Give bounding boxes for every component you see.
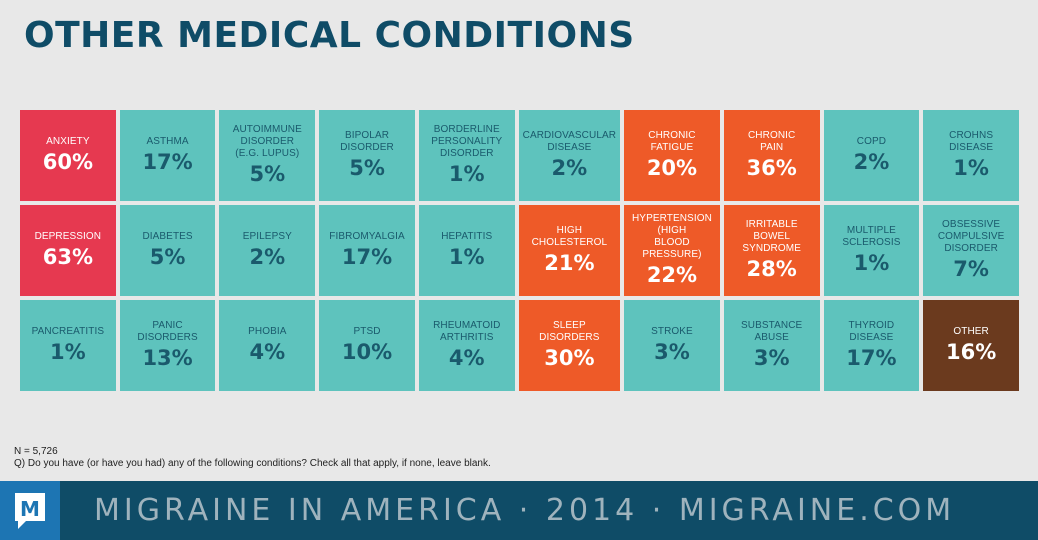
condition-label: OTHER <box>953 326 989 337</box>
condition-cell: HEPATITIS 1% <box>418 205 515 296</box>
condition-label: PTSD <box>353 326 381 337</box>
condition-label: ANXIETY <box>46 136 90 147</box>
condition-cell: PANCREATITIS 1% <box>20 300 116 391</box>
conditions-grid: ANXIETY 60% ASTHMA 17% AUTOIMMUNE DISORDER (… <box>20 110 1019 391</box>
condition-cell: DIABETES 5% <box>119 205 216 296</box>
condition-cell: BORDERLINE PERSONALITY DISORDER 1% <box>418 110 515 201</box>
condition-label: HEPATITIS <box>441 231 493 242</box>
condition-percent: 5% <box>249 162 286 186</box>
condition-cell: CHRONIC PAIN 36% <box>723 110 820 201</box>
condition-label: CARDIOVASCULAR DISEASE <box>522 130 617 153</box>
condition-label: THYROID DISEASE <box>848 320 895 343</box>
speech-bubble-icon: M <box>15 492 45 529</box>
condition-label: FIBROMYALGIA <box>329 231 405 242</box>
condition-percent: 17% <box>142 150 193 174</box>
condition-percent: 16% <box>945 340 997 364</box>
condition-label: DIABETES <box>142 231 193 242</box>
condition-cell: OBSESSIVE COMPULSIVE DISORDER 7% <box>923 205 1019 296</box>
condition-cell: STROKE 3% <box>624 300 720 391</box>
condition-cell: DEPRESSION 63% <box>20 205 116 296</box>
condition-percent: 3% <box>753 346 790 370</box>
condition-label: MULTIPLE SCLEROSIS <box>842 225 901 248</box>
condition-cell: MULTIPLE SCLEROSIS 1% <box>823 205 920 296</box>
condition-label: SLEEP DISORDERS <box>539 320 600 343</box>
condition-cell: SUBSTANCE ABUSE 3% <box>723 300 820 391</box>
condition-percent: 2% <box>551 156 588 180</box>
condition-cell: PTSD 10% <box>319 300 415 391</box>
condition-label: EPILEPSY <box>242 231 292 242</box>
condition-percent: 21% <box>544 251 595 275</box>
condition-percent: 1% <box>953 156 989 180</box>
condition-cell: FIBROMYALGIA 17% <box>319 205 415 296</box>
condition-percent: 4% <box>249 340 286 364</box>
condition-label: PANIC DISORDERS <box>137 320 198 343</box>
condition-cell: PANIC DISORDERS 13% <box>119 300 216 391</box>
condition-percent: 22% <box>646 263 698 287</box>
condition-cell: BIPOLAR DISORDER 5% <box>319 110 415 201</box>
footer-banner: M MIGRAINE IN AMERICA · 2014 · MIGRAINE.… <box>0 481 1038 540</box>
condition-percent: 1% <box>448 245 485 269</box>
condition-label: BIPOLAR DISORDER <box>340 130 394 153</box>
condition-label: HYPERTENSION (HIGH BLOOD PRESSURE) <box>631 213 712 260</box>
condition-cell: IRRITABLE BOWEL SYNDROME 28% <box>723 205 820 296</box>
condition-percent: 1% <box>448 162 485 186</box>
condition-label: OBSESSIVE COMPULSIVE DISORDER <box>937 219 1005 254</box>
condition-cell: CROHNS DISEASE 1% <box>923 110 1019 201</box>
condition-percent: 3% <box>654 340 690 364</box>
condition-cell: CHRONIC FATIGUE 20% <box>624 110 720 201</box>
condition-percent: 5% <box>349 156 385 180</box>
condition-label: ASTHMA <box>146 136 189 147</box>
condition-percent: 60% <box>42 150 93 174</box>
condition-cell: PHOBIA 4% <box>219 300 316 391</box>
condition-percent: 1% <box>50 340 86 364</box>
condition-label: PANCREATITIS <box>31 326 105 337</box>
condition-cell: RHEUMATOID ARTHRITIS 4% <box>418 300 515 391</box>
condition-cell: OTHER 16% <box>923 300 1019 391</box>
migraine-logo-icon: M <box>0 481 60 540</box>
condition-label: SUBSTANCE ABUSE <box>741 320 803 343</box>
condition-label: RHEUMATOID ARTHRITIS <box>433 320 501 343</box>
logo-letter: M <box>20 497 40 521</box>
condition-label: STROKE <box>651 326 693 337</box>
condition-label: COPD <box>856 136 887 147</box>
condition-label: BORDERLINE PERSONALITY DISORDER <box>431 124 503 159</box>
condition-percent: 28% <box>746 257 797 281</box>
condition-label: PHOBIA <box>248 326 287 337</box>
condition-percent: 10% <box>341 340 393 364</box>
condition-percent: 13% <box>142 346 193 370</box>
condition-label: IRRITABLE BOWEL SYNDROME <box>742 219 801 254</box>
condition-cell: ASTHMA 17% <box>119 110 216 201</box>
condition-percent: 4% <box>448 346 485 370</box>
condition-label: DEPRESSION <box>34 231 102 242</box>
condition-cell: CARDIOVASCULAR DISEASE 2% <box>518 110 621 201</box>
condition-percent: 5% <box>149 245 186 269</box>
condition-percent: 30% <box>544 346 595 370</box>
sample-size-note: N = 5,726 <box>14 446 58 457</box>
question-note: Q) Do you have (or have you had) any of … <box>14 458 491 469</box>
condition-percent: 2% <box>249 245 286 269</box>
page-title: OTHER MEDICAL CONDITIONS <box>24 15 635 56</box>
condition-label: CROHNS DISEASE <box>949 130 994 153</box>
condition-cell: HYPERTENSION (HIGH BLOOD PRESSURE) 22% <box>624 205 720 296</box>
condition-label: HIGH CHOLESTEROL <box>531 225 608 248</box>
condition-cell: HIGH CHOLESTEROL 21% <box>518 205 621 296</box>
condition-cell: ANXIETY 60% <box>20 110 116 201</box>
condition-cell: THYROID DISEASE 17% <box>823 300 920 391</box>
condition-percent: 63% <box>42 245 93 269</box>
condition-cell: SLEEP DISORDERS 30% <box>518 300 621 391</box>
condition-cell: COPD 2% <box>823 110 920 201</box>
condition-label: CHRONIC PAIN <box>747 130 796 153</box>
condition-cell: EPILEPSY 2% <box>219 205 316 296</box>
condition-percent: 1% <box>853 251 890 275</box>
condition-percent: 20% <box>646 156 698 180</box>
condition-label: CHRONIC FATIGUE <box>648 130 696 153</box>
footer-text: MIGRAINE IN AMERICA · 2014 · MIGRAINE.CO… <box>94 493 956 528</box>
condition-percent: 7% <box>953 257 989 281</box>
condition-percent: 17% <box>846 346 897 370</box>
condition-percent: 36% <box>746 156 797 180</box>
condition-label: AUTOIMMUNE DISORDER (E.G. LUPUS) <box>232 124 302 159</box>
condition-percent: 2% <box>853 150 890 174</box>
condition-percent: 17% <box>341 245 393 269</box>
condition-cell: AUTOIMMUNE DISORDER (E.G. LUPUS) 5% <box>219 110 316 201</box>
